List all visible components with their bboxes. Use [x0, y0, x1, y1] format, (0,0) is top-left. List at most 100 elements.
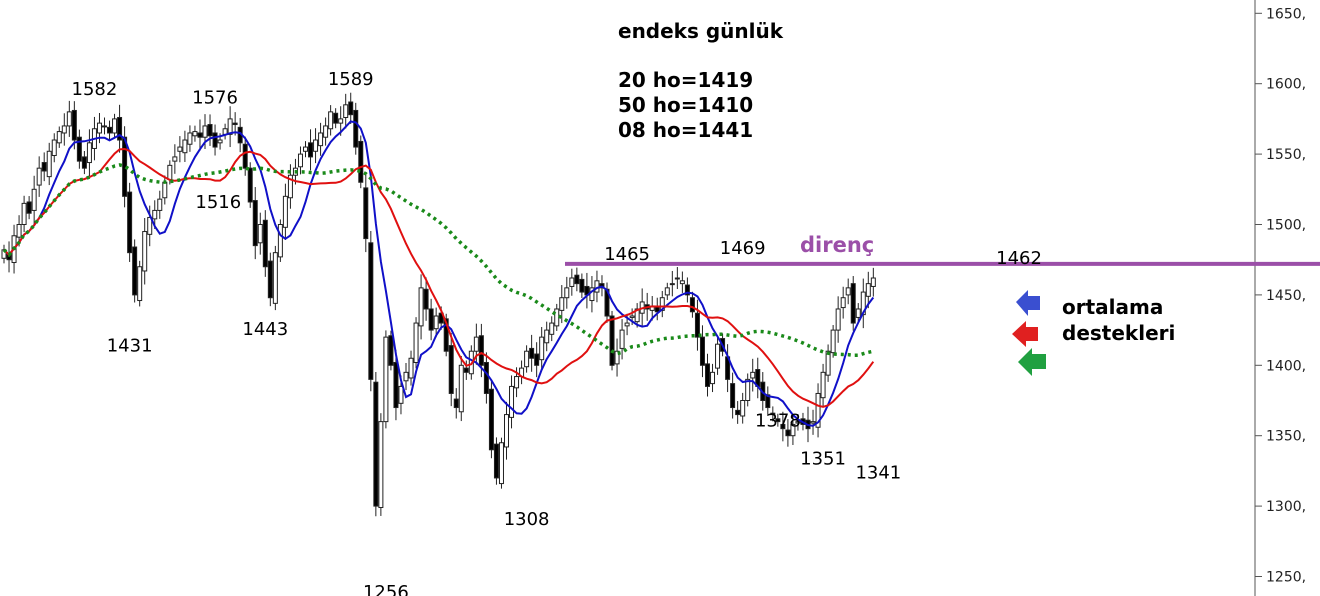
- info-line-50: 50 ho=1410: [618, 93, 753, 117]
- candle-body: [252, 200, 258, 247]
- candle-body: [569, 277, 575, 287]
- chart-title: endeks günlük: [618, 19, 784, 43]
- price-annotation: 1431: [107, 336, 153, 357]
- candle-body: [609, 315, 615, 366]
- candle-body: [338, 118, 344, 124]
- candle-body: [368, 242, 374, 380]
- price-annotation: 1341: [855, 462, 901, 483]
- candle-body: [282, 195, 288, 228]
- candle-body: [458, 364, 464, 413]
- candle-body: [790, 423, 796, 437]
- candle-body: [830, 329, 836, 354]
- candle-body: [313, 139, 319, 152]
- candle-body: [740, 400, 746, 417]
- candle-body: [870, 277, 876, 287]
- candle-body: [192, 131, 198, 137]
- candle-body: [172, 156, 178, 162]
- candle-body: [182, 139, 188, 154]
- candle-body: [267, 260, 273, 299]
- candle-body: [217, 139, 223, 144]
- candle-body: [16, 224, 22, 238]
- candle-body: [579, 278, 585, 293]
- candle-body: [36, 167, 42, 186]
- candle-body: [157, 198, 163, 211]
- candle-body: [21, 202, 27, 226]
- candle-body: [574, 274, 580, 285]
- price-annotation: 1589: [328, 69, 374, 90]
- price-annotation: 1462: [996, 248, 1042, 269]
- candle-body: [705, 363, 710, 387]
- candle-body: [227, 118, 233, 135]
- candle-body: [745, 378, 751, 402]
- candle-body: [358, 140, 364, 183]
- candle-body: [413, 322, 419, 363]
- support-label-line1: ortalama: [1062, 295, 1163, 319]
- candle-body: [107, 126, 113, 134]
- candle-body: [539, 336, 545, 361]
- candle-body: [66, 111, 72, 127]
- candle-body: [619, 329, 625, 349]
- candle-body: [418, 287, 424, 327]
- candle-body: [865, 283, 871, 297]
- candle-body: [112, 118, 118, 134]
- candle-body: [509, 385, 515, 418]
- candle-body: [398, 385, 404, 404]
- y-tick-label: 1500,: [1266, 218, 1306, 234]
- price-annotation: 1576: [192, 87, 238, 108]
- candle-body: [478, 335, 484, 366]
- candle-body: [46, 150, 52, 178]
- candle-body: [232, 122, 238, 126]
- price-annotation: 1351: [800, 448, 846, 469]
- candle-body: [303, 146, 308, 152]
- candle-body: [31, 188, 37, 211]
- candle-body: [76, 136, 82, 162]
- candle-body: [71, 109, 77, 141]
- candle-body: [524, 350, 530, 368]
- candle-body: [388, 335, 394, 366]
- info-line-20: 20 ho=1419: [618, 68, 753, 92]
- candle-body: [483, 361, 489, 394]
- candle-body: [353, 109, 359, 148]
- candle-body: [504, 414, 509, 448]
- candle-body: [147, 216, 153, 235]
- ma-line-8: [3, 120, 875, 427]
- price-annotation: 1256: [363, 582, 409, 596]
- candle-body: [710, 371, 716, 385]
- candle-body: [448, 345, 454, 394]
- candle-body: [674, 277, 680, 280]
- candle-body: [529, 347, 535, 359]
- price-annotation: 1308: [504, 509, 550, 530]
- candle-body: [453, 398, 459, 409]
- y-tick-label: 1350,: [1266, 429, 1306, 445]
- candle-body: [735, 409, 741, 416]
- candle-body: [669, 283, 675, 286]
- y-tick-label: 1650,: [1266, 6, 1306, 22]
- candle-body: [855, 308, 861, 318]
- candle-body: [730, 383, 736, 409]
- y-tick-label: 1300,: [1266, 499, 1306, 515]
- candle-body: [242, 143, 248, 169]
- y-axis-ticks: 1250, 1300, 1350, 1400, 1450, 1500, 1550, 1600,…: [1255, 6, 1306, 586]
- candle-body: [262, 219, 268, 268]
- ma-line-50: [2, 163, 874, 358]
- price-annotation: 1469: [720, 238, 766, 259]
- support-arrows: [1012, 290, 1046, 376]
- support-label-line2: destekleri: [1062, 321, 1175, 345]
- candle-body: [117, 116, 123, 141]
- candle-body: [348, 101, 354, 116]
- candle-body: [780, 423, 786, 430]
- price-annotation: 1516: [195, 192, 241, 213]
- candle-body: [137, 266, 143, 302]
- candle-body: [664, 287, 670, 296]
- candle-body: [86, 142, 92, 164]
- candle-body: [202, 125, 208, 138]
- candle-body: [287, 174, 293, 199]
- candle-body: [333, 112, 339, 124]
- candle-body: [378, 421, 384, 509]
- candle-body: [815, 392, 821, 428]
- candle-body: [770, 412, 776, 416]
- candle-body: [343, 104, 349, 118]
- candle-body: [715, 343, 721, 369]
- candle-body: [328, 111, 334, 130]
